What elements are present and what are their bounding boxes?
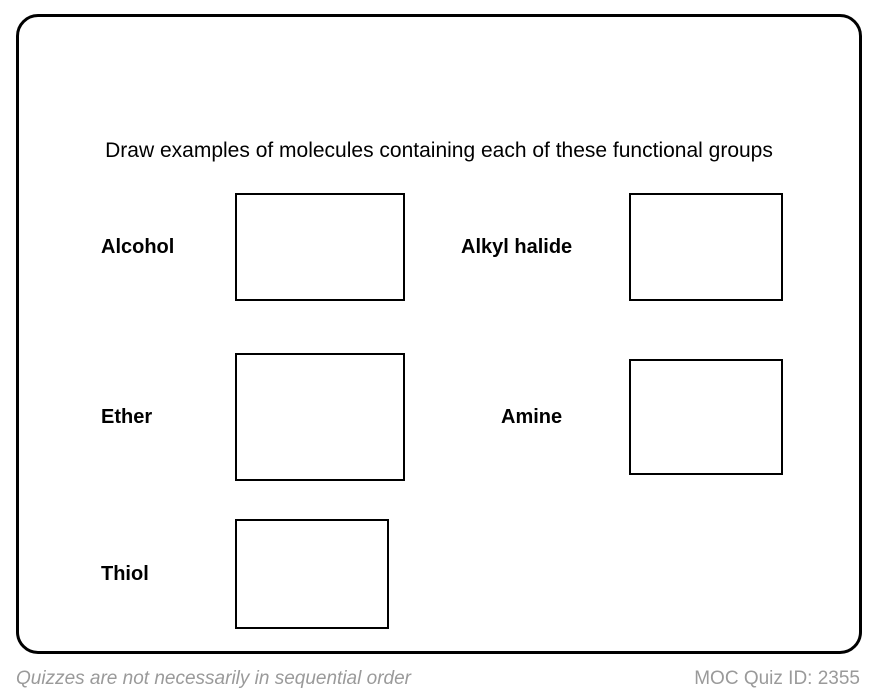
answer-box-amine[interactable] (629, 359, 783, 475)
quiz-prompt: Draw examples of molecules containing ea… (19, 139, 859, 163)
label-amine: Amine (501, 406, 629, 429)
label-alkyl-halide: Alkyl halide (461, 236, 629, 259)
answer-box-thiol[interactable] (235, 519, 389, 629)
group-thiol: Thiol (101, 519, 389, 629)
label-ether: Ether (101, 406, 235, 429)
answer-box-alcohol[interactable] (235, 193, 405, 301)
footer-note-right: MOC Quiz ID: 2355 (694, 668, 860, 690)
group-alcohol: Alcohol (101, 193, 405, 301)
group-alkyl-halide: Alkyl halide (461, 193, 783, 301)
label-alcohol: Alcohol (101, 236, 235, 259)
answer-box-ether[interactable] (235, 353, 405, 481)
quiz-card: Draw examples of molecules containing ea… (16, 14, 862, 654)
footer-note-left: Quizzes are not necessarily in sequentia… (16, 668, 411, 690)
group-amine: Amine (501, 359, 783, 475)
label-thiol: Thiol (101, 563, 235, 586)
answer-box-alkyl-halide[interactable] (629, 193, 783, 301)
group-ether: Ether (101, 353, 405, 481)
